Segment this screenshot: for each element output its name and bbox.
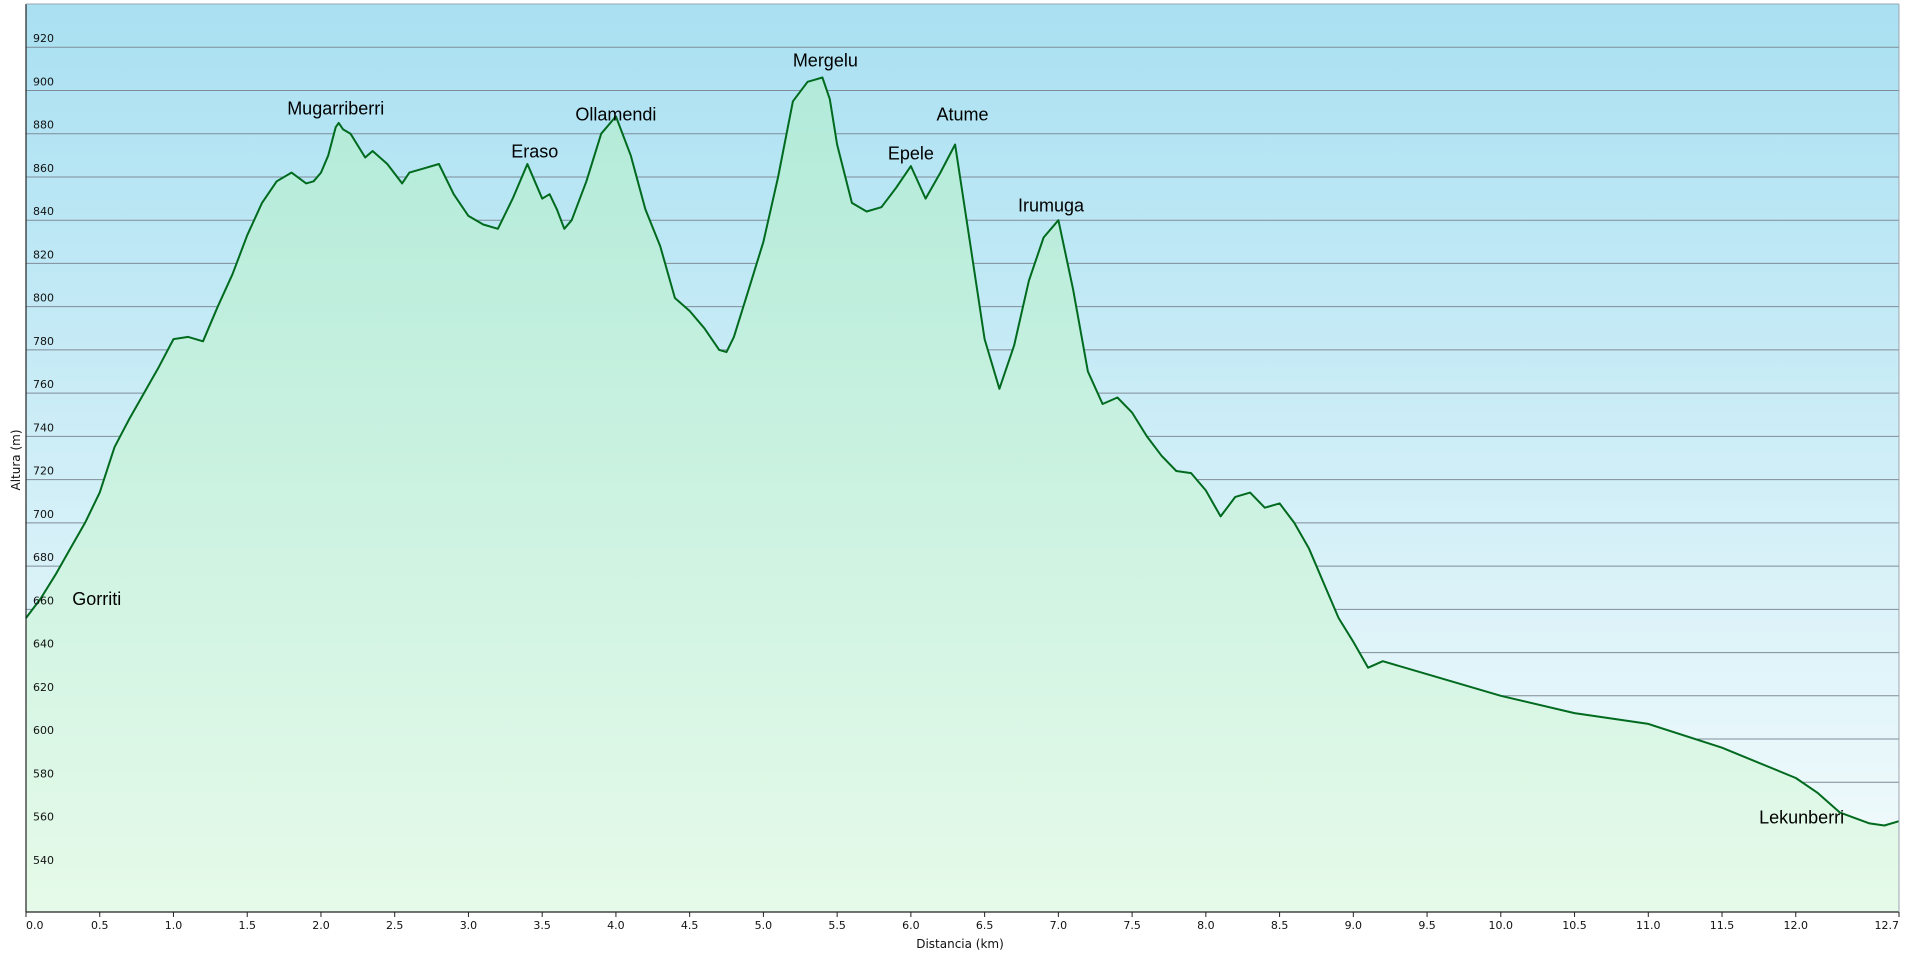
- x-axis-label: Distancia (km): [916, 937, 1004, 951]
- y-tick-label: 680: [33, 551, 54, 564]
- y-tick-label: 860: [33, 162, 54, 175]
- x-tick-label: 1.0: [165, 919, 183, 932]
- peak-label: Irumuga: [1018, 196, 1085, 216]
- y-tick-label: 580: [33, 767, 54, 780]
- x-tick-label: 4.5: [681, 919, 699, 932]
- x-tick-label: 6.5: [976, 919, 994, 932]
- peak-labels: Gorriti Mugarriberri Eraso Ollamendi Mergelu…: [72, 51, 1844, 828]
- x-tick-labels: 0.0 0.5 1.0 1.5 2.0 2.5 3.0 3.5 4.0 4.5 5.0 5.5 6.0 6…: [25, 912, 1900, 932]
- x-tick-label: 9.5: [1418, 919, 1436, 932]
- x-tick-label: 9.0: [1345, 919, 1363, 932]
- y-tick-label: 600: [33, 724, 54, 737]
- x-tick-label: 2.0: [312, 919, 330, 932]
- y-tick-label: 920: [33, 32, 54, 45]
- y-tick-label: 820: [33, 248, 54, 261]
- y-tick-label: 620: [33, 681, 54, 694]
- x-tick-label: 8.0: [1197, 919, 1215, 932]
- x-tick-label: 4.0: [607, 919, 625, 932]
- elevation-line: [25, 76, 1900, 827]
- x-tick-label: 2.5: [386, 919, 404, 932]
- y-tick-labels: 540 560 580 600 620 640 660 680 700 720 740 760 780 8…: [33, 32, 54, 867]
- peak-label: Ollamendi: [575, 105, 656, 125]
- peak-label: Epele: [888, 144, 934, 164]
- y-tick-label: 660: [33, 594, 54, 607]
- x-tick-label: 10.5: [1562, 919, 1587, 932]
- elevation-area: [26, 77, 1899, 912]
- y-tick-label: 740: [33, 421, 54, 434]
- y-tick-label: 780: [33, 335, 54, 348]
- x-tick-label: 11.5: [1710, 919, 1735, 932]
- x-tick-label: 0.0: [26, 919, 44, 932]
- peak-label: Atume: [936, 105, 988, 125]
- y-axis-label: Altura (m): [9, 429, 23, 490]
- x-tick-label: 5.0: [755, 919, 773, 932]
- y-tick-label: 800: [33, 292, 54, 305]
- x-tick-label: 12.0: [1784, 919, 1809, 932]
- peak-label: Gorriti: [72, 589, 121, 609]
- peak-label: Mugarriberri: [287, 98, 384, 118]
- x-tick-label: 11.0: [1636, 919, 1661, 932]
- x-tick-label: 1.5: [238, 919, 256, 932]
- x-tick-label: 5.5: [828, 919, 846, 932]
- x-tick-label: 8.5: [1271, 919, 1289, 932]
- y-tick-label: 720: [33, 465, 54, 478]
- peak-label: Mergelu: [793, 51, 858, 71]
- y-tick-label: 880: [33, 119, 54, 132]
- y-tick-label: 760: [33, 378, 54, 391]
- y-tick-label: 540: [33, 854, 54, 867]
- x-tick-label: 7.5: [1123, 919, 1141, 932]
- y-tick-label: 560: [33, 811, 54, 824]
- x-tick-label: 3.5: [533, 919, 551, 932]
- x-tick-label: 0.5: [91, 919, 109, 932]
- y-tick-label: 840: [33, 205, 54, 218]
- peak-label: Lekunberri: [1759, 807, 1844, 827]
- x-tick-label: 12.7: [1875, 919, 1900, 932]
- x-tick-label: 7.0: [1050, 919, 1068, 932]
- y-tick-label: 640: [33, 638, 54, 651]
- x-tick-label: 6.0: [902, 919, 920, 932]
- peak-label: Eraso: [511, 141, 558, 161]
- x-tick-label: 10.0: [1489, 919, 1514, 932]
- y-tick-label: 700: [33, 508, 54, 521]
- y-tick-label: 900: [33, 75, 54, 88]
- x-tick-label: 3.0: [460, 919, 478, 932]
